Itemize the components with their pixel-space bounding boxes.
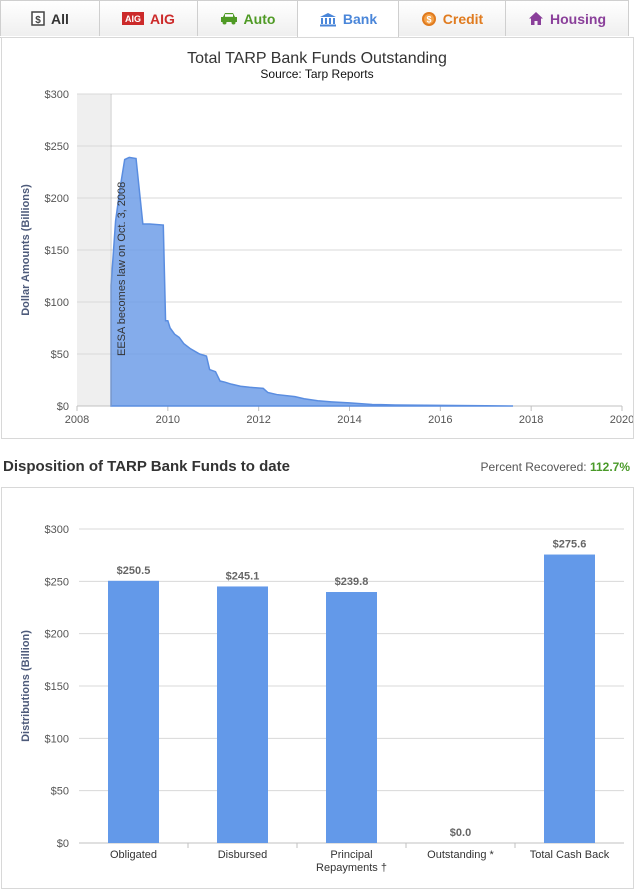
y-tick-label: $50 xyxy=(51,349,69,361)
x-tick-label: 2010 xyxy=(156,414,180,426)
tab-bank[interactable]: Bank xyxy=(297,0,399,38)
svg-text:AIG: AIG xyxy=(125,14,141,24)
car-icon xyxy=(220,12,238,25)
bank-icon xyxy=(319,12,337,27)
y-tick-label: $250 xyxy=(45,141,69,153)
y-tick-label: $150 xyxy=(45,681,69,693)
tab-label: Credit xyxy=(442,10,484,27)
svg-text:$: $ xyxy=(35,15,41,26)
x-category-label: Repayments † xyxy=(316,862,387,874)
percent-recovered-label: Percent Recovered: xyxy=(480,460,587,474)
disposition-chart-panel: $0 $50 $100 $150 $200 $250 $300 Distributions (… xyxy=(1,487,634,889)
x-tick-label: 2020 xyxy=(610,414,633,426)
tab-auto[interactable]: Auto xyxy=(197,0,298,36)
x-category-label: Total Cash Back xyxy=(530,849,610,861)
x-tick-label: 2016 xyxy=(428,414,452,426)
y-axis-label: Dollar Amounts (Billions) xyxy=(20,184,32,316)
tab-label: Auto xyxy=(243,10,276,27)
x-tick-label: 2012 xyxy=(246,414,270,426)
y-tick-label: $200 xyxy=(45,193,69,205)
tab-label: AIG xyxy=(150,10,175,27)
y-tick-label: $50 xyxy=(51,786,69,798)
bar xyxy=(326,592,377,843)
bar-value-label: $239.8 xyxy=(335,576,369,588)
chart-subtitle: Source: Tarp Reports xyxy=(260,67,373,81)
y-tick-label: $250 xyxy=(45,576,69,588)
coin-icon: $ xyxy=(421,11,437,27)
y-tick-label: $200 xyxy=(45,629,69,641)
percent-recovered: Percent Recovered: 112.7% xyxy=(481,460,630,474)
aig-logo-icon: AIG xyxy=(122,12,145,25)
bar-value-label: $275.6 xyxy=(553,539,587,551)
dollar-doc-icon: $ xyxy=(31,11,45,26)
tab-label: Housing xyxy=(550,10,606,27)
bar xyxy=(544,554,595,843)
tab-aig[interactable]: AIG AIG xyxy=(99,0,198,36)
chart-title: Total TARP Bank Funds Outstanding xyxy=(187,50,447,67)
tab-bar: $ All AIG AIG Auto Bank $ Credit Housing xyxy=(0,0,634,38)
series-area xyxy=(110,156,514,407)
svg-text:$: $ xyxy=(426,14,431,24)
x-tick-label: 2008 xyxy=(65,414,89,426)
bar xyxy=(217,586,268,843)
house-icon xyxy=(528,11,544,26)
y-tick-label: $100 xyxy=(45,297,69,309)
x-category-label: Obligated xyxy=(110,849,157,861)
y-tick-label: $150 xyxy=(45,245,69,257)
annotation-label: EESA becomes law on Oct. 3, 2008 xyxy=(116,182,128,356)
bar xyxy=(108,580,159,843)
bar-value-label: $0.0 xyxy=(450,827,471,839)
x-category-label: Outstanding * xyxy=(427,849,494,861)
y-tick-label: $0 xyxy=(57,401,69,413)
tab-housing[interactable]: Housing xyxy=(505,0,629,36)
tab-label: All xyxy=(51,10,69,27)
y-tick-label: $100 xyxy=(45,733,69,745)
y-axis-label: Distributions (Billion) xyxy=(20,630,32,742)
section-title: Disposition of TARP Bank Funds to date xyxy=(3,458,290,475)
y-tick-label: $300 xyxy=(45,89,69,101)
disposition-bar-chart: $0 $50 $100 $150 $200 $250 $300 Distributions (… xyxy=(20,524,624,874)
percent-recovered-value: 112.7% xyxy=(589,460,630,474)
y-tick-label: $300 xyxy=(45,524,69,536)
tab-all[interactable]: $ All xyxy=(0,0,100,36)
x-category-label: Disbursed xyxy=(218,849,268,861)
y-tick-label: $0 xyxy=(57,838,69,850)
bar-value-label: $245.1 xyxy=(226,570,260,582)
tab-credit[interactable]: $ Credit xyxy=(398,0,506,36)
x-category-label: Principal xyxy=(330,849,372,861)
outstanding-area-chart: Total TARP Bank Funds OutstandingSource:… xyxy=(20,50,634,426)
tab-label: Bank xyxy=(342,11,378,27)
x-tick-label: 2018 xyxy=(519,414,543,426)
outstanding-chart-panel: Total TARP Bank Funds Outstanding Source:… xyxy=(1,37,634,439)
bar-value-label: $250.5 xyxy=(117,565,151,577)
x-tick-label: 2014 xyxy=(337,414,361,426)
